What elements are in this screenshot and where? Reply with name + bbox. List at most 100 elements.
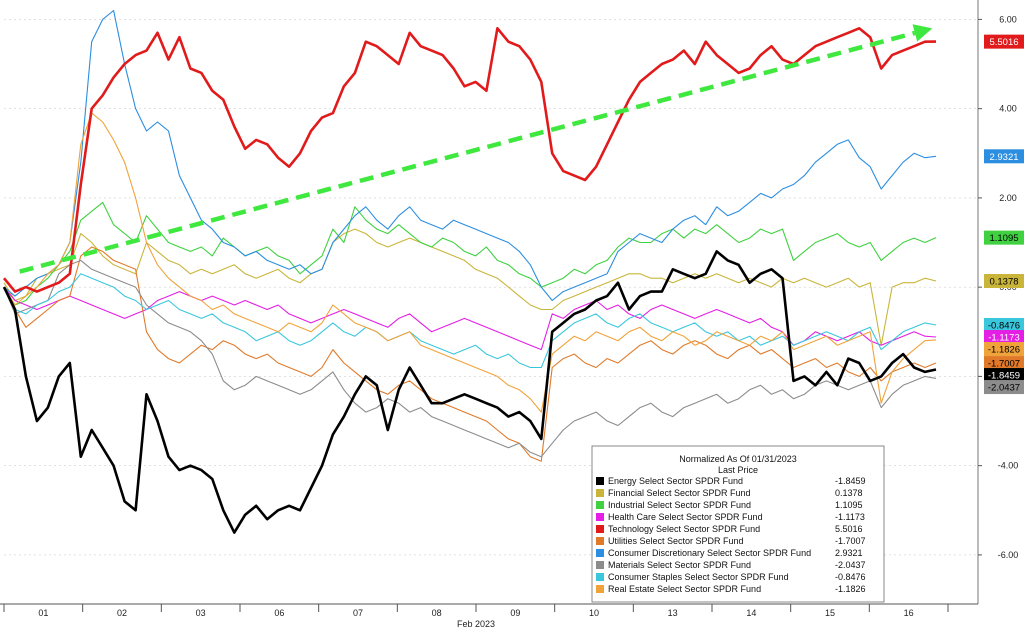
legend-series-value: -1.8459 — [835, 476, 866, 486]
legend-swatch — [596, 477, 604, 485]
legend-swatch — [596, 585, 604, 593]
legend-series-name: Health Care Select Sector SPDR Fund — [608, 512, 763, 522]
legend-box — [591, 445, 885, 603]
x-tick-label: 09 — [510, 608, 520, 618]
legend-series-value: 5.5016 — [835, 524, 863, 534]
legend-entry: Energy Select Sector SPDR Fund -1.8459 — [596, 476, 866, 486]
legend-entry: Industrial Select Sector SPDR Fund 1.1095 — [596, 500, 863, 510]
y-tick-label: 4.00 — [999, 104, 1017, 114]
legend-series-value: -1.1173 — [835, 512, 865, 522]
legend-swatch — [596, 513, 604, 521]
badge-8: -0.8476 — [984, 317, 1024, 332]
legend-series-value: -1.1826 — [835, 584, 866, 594]
badge-value: -1.8459 — [988, 371, 1020, 382]
badge-value: -1.1826 — [988, 345, 1020, 356]
legend-entry: Consumer Discretionary Select Sector SPD… — [596, 548, 863, 558]
series-lines — [2, 9, 937, 534]
legend-series-name: Utilities Select Sector SPDR Fund — [608, 536, 744, 546]
badge-6: 2.9321 — [984, 149, 1024, 164]
badge-2: 1.1095 — [984, 230, 1024, 245]
badge-value: -1.7007 — [988, 359, 1020, 370]
legend-series-name: Consumer Discretionary Select Sector SPD… — [608, 548, 811, 558]
legend-series-name: Consumer Staples Select Sector SPDR Fund — [608, 572, 789, 582]
series-line-5 — [3, 246, 937, 462]
x-tick-label: 15 — [825, 608, 835, 618]
x-tick-label: 10 — [589, 608, 599, 618]
badge-bg — [984, 230, 1024, 245]
legend-entry: Materials Select Sector SPDR Fund -2.0437 — [596, 560, 866, 570]
y-tick-label: 2.00 — [999, 193, 1017, 203]
badge-5: -1.7007 — [984, 356, 1024, 371]
series-line-7 — [3, 259, 937, 458]
x-tick-label: 01 — [38, 608, 48, 618]
badge-bg — [984, 330, 1024, 345]
badge-value: -0.8476 — [988, 320, 1020, 331]
legend-swatch — [596, 561, 604, 569]
y-tick-label: -4.00 — [998, 461, 1019, 471]
series-line-8 — [3, 273, 937, 369]
badge-bg — [984, 34, 1024, 49]
badge-bg — [984, 317, 1024, 332]
badge-3: -1.1173 — [984, 330, 1024, 345]
badge-4: 5.5016 — [984, 34, 1024, 49]
badge-bg — [984, 368, 1024, 383]
legend-series-value: -1.7007 — [835, 536, 866, 546]
badge-7: -2.0437 — [984, 380, 1024, 395]
legend-swatch — [596, 489, 604, 497]
x-tick-label: 13 — [668, 608, 678, 618]
badge-value: -1.1173 — [988, 333, 1020, 344]
badge-bg — [984, 380, 1024, 395]
trend-arrow-shaft — [19, 30, 916, 274]
x-axis: 01 02 03 06 07 08 09 10 13 14 15 16 Feb 2023 — [0, 603, 978, 629]
series-line-6 — [3, 9, 937, 302]
legend-series-name: Energy Select Sector SPDR Fund — [608, 476, 743, 486]
x-tick-label: 02 — [117, 608, 127, 618]
x-tick-label: 07 — [353, 608, 363, 618]
badge-bg — [984, 356, 1024, 371]
legend-title: Normalized As Of 01/31/2023 — [679, 454, 797, 464]
legend-entry: Utilities Select Sector SPDR Fund -1.7007 — [596, 536, 866, 546]
x-tick-label: 03 — [196, 608, 206, 618]
badge-0: -1.8459 — [984, 368, 1024, 383]
badge-value: 1.1095 — [989, 233, 1018, 244]
legend-series-value: 0.1378 — [835, 488, 863, 498]
badge-value: 5.5016 — [989, 37, 1018, 48]
series-line-3 — [3, 286, 937, 351]
legend-series-name: Financial Select Sector SPDR Fund — [608, 488, 751, 498]
legend-series-value: 1.1095 — [835, 500, 863, 510]
series-line-0 — [2, 250, 937, 534]
legend-subtitle: Last Price — [718, 465, 758, 475]
y-tick-label: -6.00 — [998, 550, 1019, 560]
legend-series-name: Industrial Select Sector SPDR Fund — [608, 500, 751, 510]
badge-9: -1.1826 — [984, 342, 1024, 357]
legend-series-name: Real Estate Select Sector SPDR Fund — [608, 584, 761, 594]
x-tick-label: 14 — [746, 608, 756, 618]
legend-swatch — [596, 573, 604, 581]
badge-value: 0.1378 — [989, 276, 1018, 287]
legend-series-value: 2.9321 — [835, 548, 863, 558]
legend-swatch — [596, 501, 604, 509]
legend-swatch — [596, 537, 604, 545]
series-line-1 — [3, 228, 937, 346]
badge-bg — [984, 273, 1024, 288]
y-axis: 6.004.002.000.00-2.00-4.00-6.00 — [977, 0, 1019, 604]
badge-bg — [984, 149, 1024, 164]
legend-entry: Consumer Staples Select Sector SPDR Fund… — [596, 572, 866, 582]
x-tick-label: 16 — [904, 608, 914, 618]
badge-bg — [984, 342, 1024, 357]
badge-1: 0.1378 — [984, 273, 1024, 288]
x-tick-label: 06 — [274, 608, 284, 618]
series-line-9 — [3, 112, 937, 413]
legend-series-name: Materials Select Sector SPDR Fund — [608, 560, 751, 570]
badge-value: 2.9321 — [989, 152, 1018, 163]
legend-series-value: -0.8476 — [835, 572, 866, 582]
legend-entry: Technology Select Sector SPDR Fund 5.5016 — [596, 524, 863, 534]
y-tick-label: 6.00 — [999, 14, 1017, 24]
legend-entry: Health Care Select Sector SPDR Fund -1.11… — [596, 512, 865, 522]
legend-entry: Real Estate Select Sector SPDR Fund -1.18… — [596, 584, 866, 594]
legend-entry: Financial Select Sector SPDR Fund 0.1378 — [596, 488, 863, 498]
badge-value: -2.0437 — [988, 383, 1020, 394]
legend-swatch — [596, 525, 604, 533]
